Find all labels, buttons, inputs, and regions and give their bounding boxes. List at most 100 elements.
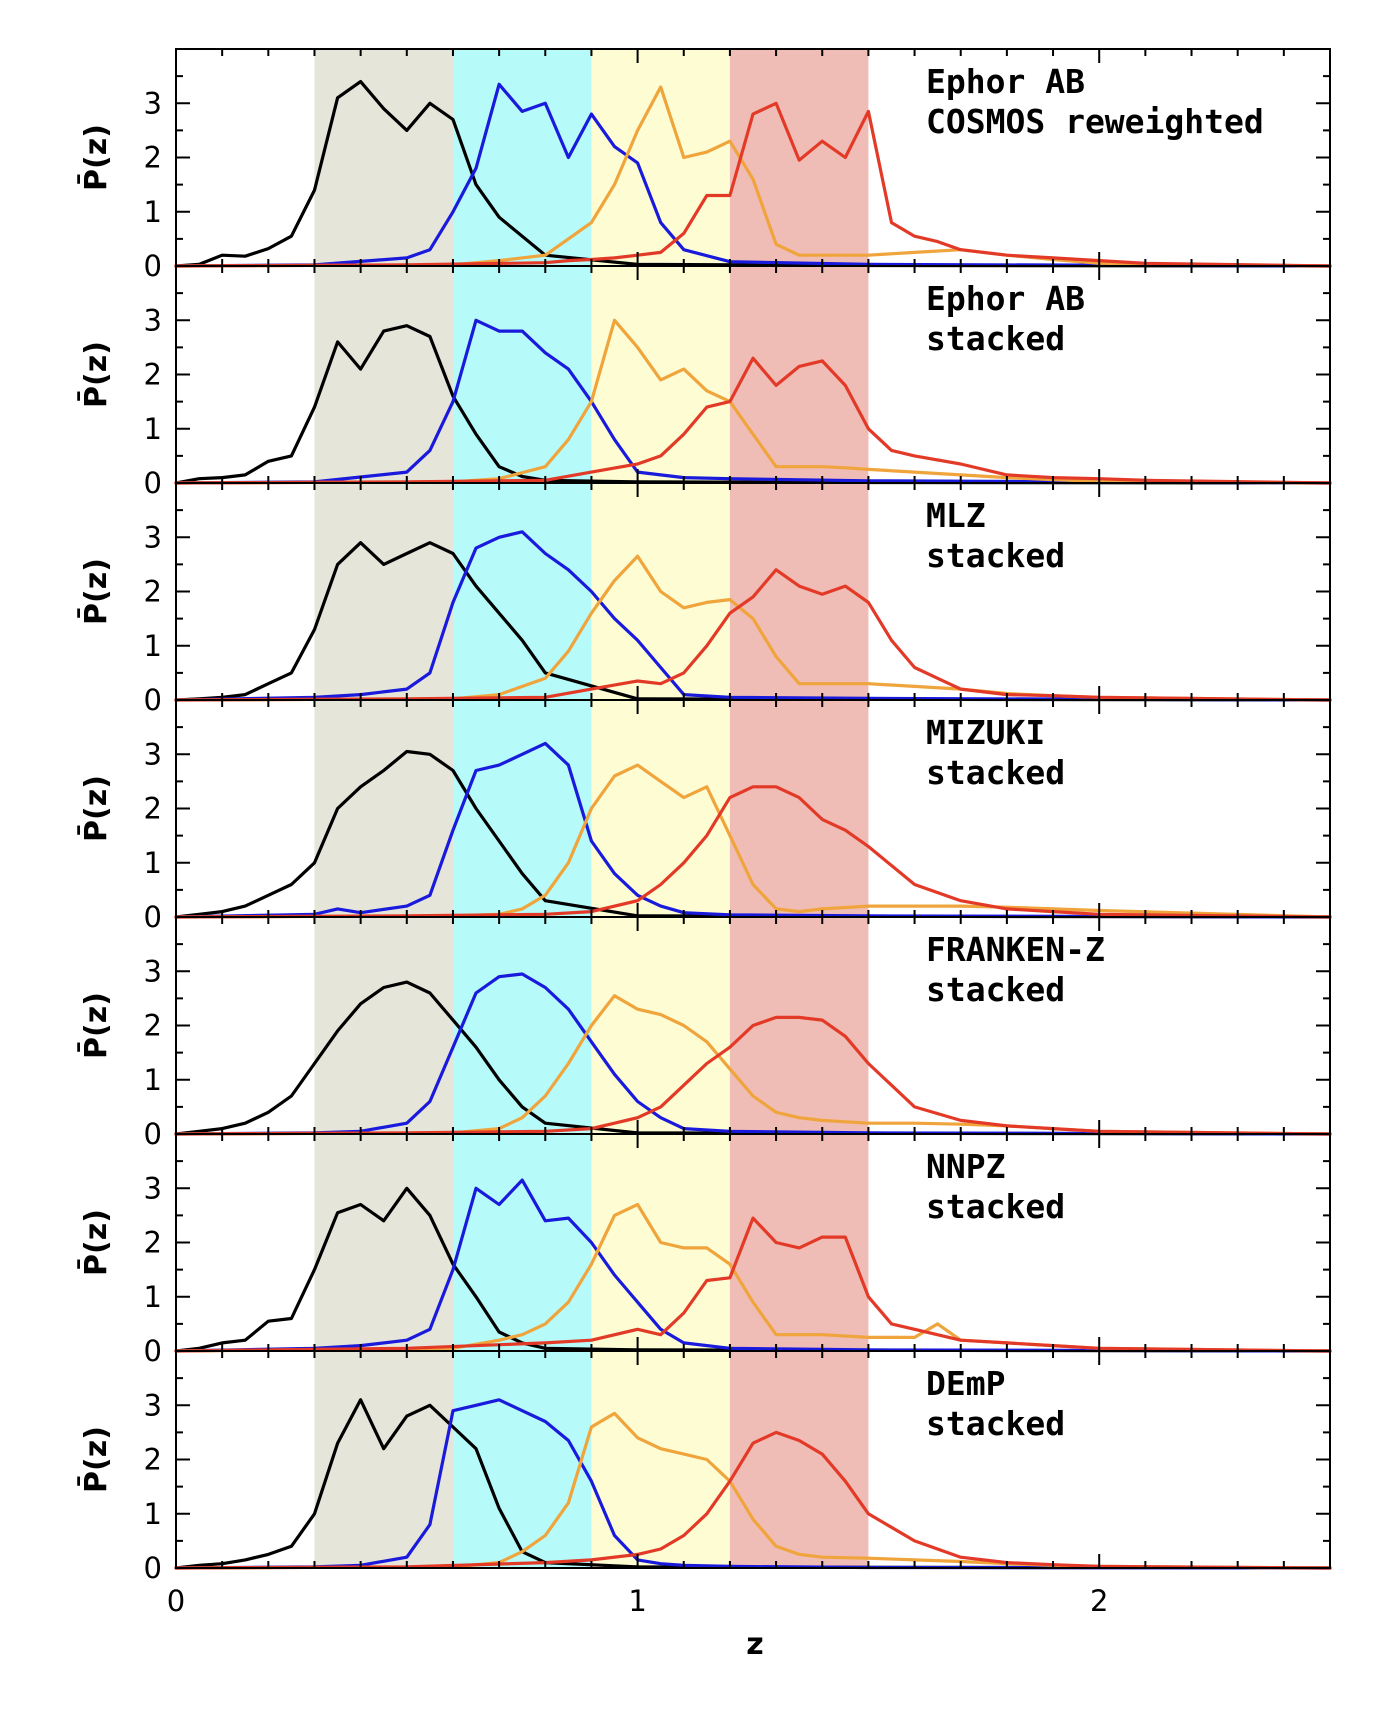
panel-label-line-2: stacked bbox=[926, 319, 1065, 358]
x-tick-label: 0 bbox=[167, 1584, 185, 1618]
series-line-1 bbox=[174, 749, 1332, 919]
y-tick-label: 3 bbox=[144, 86, 162, 120]
redshift-band-4 bbox=[729, 266, 869, 483]
y-tick-label: 0 bbox=[144, 1551, 162, 1585]
y-tick-label: 2 bbox=[144, 575, 162, 609]
panel-label-line-2: COSMOS reweighted bbox=[926, 102, 1264, 141]
panel-label-line-2: stacked bbox=[926, 1404, 1065, 1443]
y-tick-label: 3 bbox=[144, 954, 162, 988]
series-line-4 bbox=[174, 568, 1332, 702]
series-line-4 bbox=[174, 1430, 1332, 1570]
redshift-band-4 bbox=[729, 1134, 869, 1351]
panel-label-line-1: MIZUKI bbox=[926, 713, 1045, 752]
redshift-band-3 bbox=[591, 266, 730, 483]
x-tick-label: 1 bbox=[628, 1584, 646, 1618]
y-tick-label: 0 bbox=[144, 249, 162, 283]
series-line-2 bbox=[174, 1178, 1332, 1353]
redshift-band-3 bbox=[591, 49, 730, 266]
redshift-band-2 bbox=[452, 917, 592, 1134]
series-line-2 bbox=[174, 741, 1332, 919]
redshift-band-3 bbox=[591, 700, 730, 917]
redshift-band-4 bbox=[729, 1351, 869, 1568]
panel-label-line-1: Ephor AB bbox=[926, 62, 1085, 101]
y-tick-label: 2 bbox=[144, 1443, 162, 1477]
redshift-band-1 bbox=[314, 483, 453, 700]
redshift-band-2 bbox=[452, 1134, 592, 1351]
series-line-3 bbox=[174, 763, 1332, 919]
panel-label-line-2: stacked bbox=[926, 536, 1065, 575]
y-tick-label: 3 bbox=[144, 1171, 162, 1205]
redshift-band-4 bbox=[729, 483, 869, 700]
panel-label-line-1: NNPZ bbox=[926, 1147, 1005, 1186]
series-line-2 bbox=[174, 318, 1332, 485]
y-tick-label: 3 bbox=[144, 737, 162, 771]
panel-label-line-2: stacked bbox=[926, 970, 1065, 1009]
panel-label-line-1: MLZ bbox=[926, 496, 986, 535]
series-line-3 bbox=[174, 318, 1332, 485]
redshift-band-4 bbox=[729, 700, 869, 917]
y-tick-label: 1 bbox=[144, 1497, 162, 1531]
y-axis-label: P̄(z) bbox=[78, 124, 114, 191]
y-axis-label: P̄(z) bbox=[78, 1209, 114, 1276]
y-tick-label: 2 bbox=[144, 1009, 162, 1043]
y-tick-label: 1 bbox=[144, 195, 162, 229]
panel-label-line-1: DEmP bbox=[926, 1364, 1005, 1403]
y-tick-label: 1 bbox=[144, 412, 162, 446]
redshift-band-2 bbox=[452, 49, 592, 266]
panel-label-line-2: stacked bbox=[926, 1187, 1065, 1226]
y-axis-label: P̄(z) bbox=[78, 1426, 114, 1493]
y-tick-label: 3 bbox=[144, 520, 162, 554]
series-line-3 bbox=[174, 1411, 1332, 1570]
y-tick-label: 3 bbox=[144, 303, 162, 337]
y-axis-label: P̄(z) bbox=[78, 775, 114, 842]
y-tick-label: 2 bbox=[144, 358, 162, 392]
panel-label-line-1: FRANKEN-Z bbox=[926, 930, 1105, 969]
panel-label-line-1: Ephor AB bbox=[926, 279, 1085, 318]
y-tick-label: 3 bbox=[144, 1388, 162, 1422]
series-line-4 bbox=[174, 101, 1332, 268]
series-line-2 bbox=[174, 82, 1332, 268]
series-line-4 bbox=[174, 785, 1332, 919]
redshift-band-2 bbox=[452, 266, 592, 483]
redshift-band-2 bbox=[452, 483, 592, 700]
redshift-band-1 bbox=[314, 917, 453, 1134]
y-tick-label: 0 bbox=[144, 1334, 162, 1368]
redshift-band-2 bbox=[452, 700, 592, 917]
series-line-4 bbox=[174, 356, 1332, 485]
y-tick-label: 0 bbox=[144, 683, 162, 717]
y-axis-label: P̄(z) bbox=[78, 341, 114, 408]
y-tick-label: 2 bbox=[144, 792, 162, 826]
y-tick-label: 0 bbox=[144, 466, 162, 500]
redshift-band-2 bbox=[452, 1351, 592, 1568]
redshift-band-1 bbox=[314, 1134, 453, 1351]
redshift-band-1 bbox=[314, 266, 453, 483]
series-line-1 bbox=[174, 980, 1332, 1136]
y-tick-label: 1 bbox=[144, 629, 162, 663]
series-line-4 bbox=[174, 1015, 1332, 1136]
y-axis-label: P̄(z) bbox=[78, 558, 114, 625]
x-axis-label: z bbox=[746, 1627, 763, 1662]
y-axis-label: P̄(z) bbox=[78, 992, 114, 1059]
y-tick-label: 2 bbox=[144, 141, 162, 175]
redshift-band-1 bbox=[314, 1351, 453, 1568]
y-tick-label: 1 bbox=[144, 1063, 162, 1097]
y-tick-label: 1 bbox=[144, 846, 162, 880]
series-line-4 bbox=[174, 1216, 1332, 1353]
redshift-band-1 bbox=[314, 49, 453, 266]
y-tick-label: 1 bbox=[144, 1280, 162, 1314]
panel-label-line-2: stacked bbox=[926, 753, 1065, 792]
redshift-band-3 bbox=[591, 917, 730, 1134]
y-tick-label: 2 bbox=[144, 1226, 162, 1260]
y-tick-label: 0 bbox=[144, 900, 162, 934]
series-line-1 bbox=[174, 541, 1332, 702]
redshift-band-3 bbox=[591, 1351, 730, 1568]
